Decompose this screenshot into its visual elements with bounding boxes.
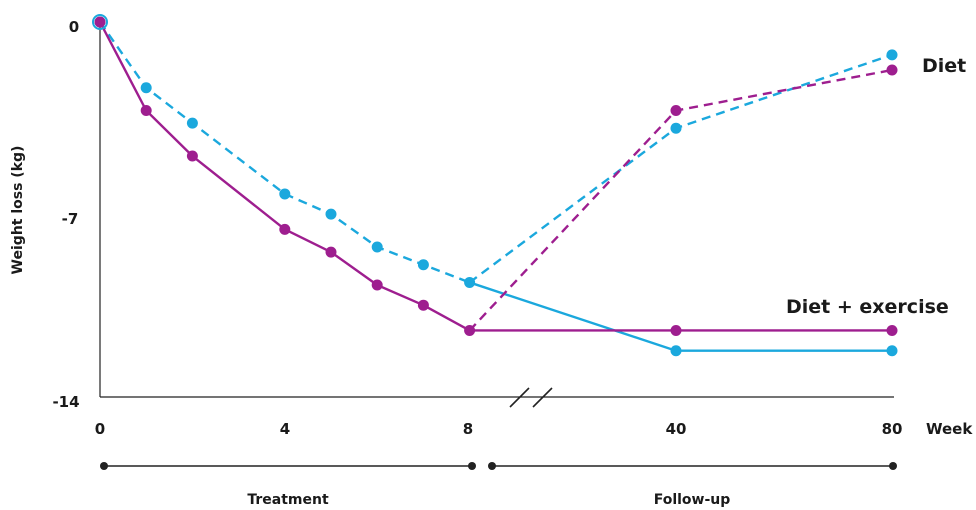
x-tick-label-40: 40 — [666, 420, 687, 438]
data-point — [670, 122, 682, 134]
phase-bar-follow-up — [488, 462, 897, 470]
phase-bar-treatment — [100, 462, 476, 470]
series-layer — [92, 14, 898, 357]
x-tick-label-80: 80 — [882, 420, 903, 438]
x-tick-label-0: 0 — [95, 420, 105, 438]
phase-label-treatment: Treatment — [247, 492, 329, 508]
series-label-diet-exercise: Diet + exercise — [786, 296, 949, 318]
y-tick-label-minus7: -7 — [62, 210, 79, 228]
x-tick-label-4: 4 — [280, 420, 290, 438]
series-0-segment-0-dashed — [99, 21, 471, 284]
series-0-segment-1-dashed — [468, 53, 893, 284]
data-point — [417, 259, 429, 271]
data-point — [464, 276, 476, 288]
series-0 — [99, 21, 893, 352]
data-point — [371, 279, 383, 291]
data-point — [886, 324, 898, 336]
data-point — [417, 299, 429, 311]
y-tick-label-minus14: -14 — [52, 393, 79, 411]
data-point — [670, 105, 682, 116]
data-point — [886, 49, 898, 61]
phase-endpoint — [889, 462, 897, 470]
data-point — [886, 64, 898, 76]
data-point — [464, 324, 476, 336]
data-point — [186, 117, 198, 129]
axis-break-mark-left — [509, 387, 530, 408]
y-tick-label-0: 0 — [69, 18, 79, 36]
phase-endpoint — [468, 462, 476, 470]
axes — [99, 22, 894, 408]
data-point — [186, 150, 198, 162]
y-axis-title: Weight loss (kg) — [10, 146, 26, 275]
data-point — [670, 324, 682, 336]
series-label-diet: Diet — [922, 55, 966, 77]
phase-endpoint — [100, 462, 108, 470]
data-point — [670, 345, 682, 357]
data-point — [279, 223, 291, 235]
data-point — [94, 16, 106, 28]
axis-break-mark-right — [532, 387, 553, 408]
phase-label-follow-up: Follow-up — [654, 492, 731, 508]
data-point — [325, 246, 337, 258]
series-1 — [98, 21, 893, 332]
data-point — [140, 82, 152, 94]
series-1-segment-0-solid — [98, 21, 471, 332]
data-point — [371, 241, 383, 253]
data-point — [325, 208, 337, 220]
x-tick-label-8: 8 — [463, 420, 473, 438]
x-axis-title: Week — [926, 420, 973, 438]
data-point — [886, 345, 898, 357]
phase-endpoint — [488, 462, 496, 470]
data-point — [140, 105, 152, 116]
data-point — [279, 188, 291, 200]
origin-point-ring — [92, 14, 108, 30]
